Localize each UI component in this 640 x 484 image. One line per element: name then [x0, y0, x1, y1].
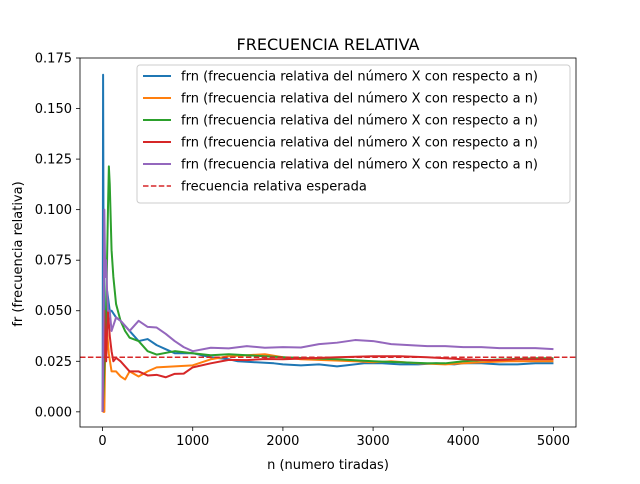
series-line-4 — [101, 309, 554, 412]
x-axis-label: n (numero tiradas) — [267, 458, 389, 473]
legend-label-6: frecuencia relativa esperada — [181, 180, 367, 195]
y-tick-label: 0.175 — [35, 52, 72, 67]
series-line-3 — [101, 165, 554, 412]
x-tick-label: 5000 — [537, 434, 570, 449]
x-tick-label: 0 — [98, 434, 106, 449]
legend-label-3: frn (frecuencia relativa del número X co… — [181, 114, 538, 129]
y-tick-label: 0.000 — [35, 405, 72, 420]
legend-label-2: frn (frecuencia relativa del número X co… — [181, 92, 538, 107]
series-group — [80, 73, 576, 413]
x-tick-label: 4000 — [447, 434, 480, 449]
y-tick-label: 0.100 — [35, 203, 72, 218]
y-axis-label: fr (frecuencia relativa) — [11, 181, 26, 326]
x-tick-label: 2000 — [266, 434, 299, 449]
legend-box — [136, 64, 571, 204]
x-tick-label: 1000 — [176, 434, 209, 449]
legend-label-1: frn (frecuencia relativa del número X co… — [181, 70, 538, 85]
y-tick-label: 0.125 — [35, 153, 72, 168]
y-tick-label: 0.050 — [35, 304, 72, 319]
legend: frn (frecuencia relativa del número X co… — [136, 64, 571, 204]
axes-frame — [79, 57, 577, 428]
y-tick-label: 0.150 — [35, 102, 72, 117]
chart-title: FRECUENCIA RELATIVA — [237, 35, 420, 54]
series-line-5 — [101, 208, 554, 412]
y-tick-label: 0.025 — [35, 355, 72, 370]
legend-label-4: frn (frecuencia relativa del número X co… — [181, 136, 538, 151]
x-tick-label: 3000 — [357, 434, 390, 449]
plot-area: 0 1000 2000 3000 4000 5000 0.000 0.025 0.050 0.07… — [35, 52, 577, 449]
legend-label-5: frn (frecuencia relativa del número X co… — [181, 158, 538, 173]
y-tick-label: 0.075 — [35, 254, 72, 269]
